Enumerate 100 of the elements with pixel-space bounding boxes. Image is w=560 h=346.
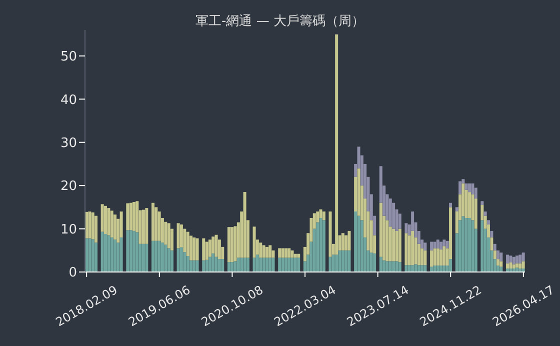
bar (471, 220, 474, 272)
bar (373, 253, 376, 272)
bar (205, 260, 208, 272)
bar (516, 256, 519, 264)
bar (256, 254, 259, 272)
bar (234, 226, 237, 262)
bar (386, 261, 389, 272)
bar (512, 256, 516, 264)
bar (196, 260, 199, 272)
bar (91, 239, 94, 272)
bar (290, 258, 294, 272)
bar (189, 236, 192, 260)
bar (230, 227, 234, 262)
bar (230, 262, 234, 272)
bar (164, 244, 168, 272)
bar (436, 248, 440, 266)
bar (132, 230, 136, 272)
bar (113, 240, 116, 272)
bar (408, 235, 411, 266)
y-tick-label: 50 (60, 50, 77, 65)
bar (446, 240, 449, 248)
bar (328, 256, 332, 272)
bar (518, 263, 522, 269)
bar (480, 220, 484, 272)
bar (164, 222, 168, 245)
bar (236, 258, 240, 272)
bar (420, 248, 424, 266)
bar (392, 202, 396, 229)
bar (288, 248, 291, 258)
bar (104, 206, 107, 234)
bar (120, 237, 123, 272)
bar (186, 256, 190, 272)
bar (88, 238, 92, 272)
bar (440, 242, 443, 250)
bar (436, 240, 440, 248)
bar (395, 230, 398, 262)
bar (145, 208, 148, 244)
bar (468, 183, 472, 192)
bar (509, 256, 512, 262)
bar (100, 204, 104, 232)
bar (88, 212, 92, 238)
bar (212, 253, 215, 272)
bar (265, 246, 268, 258)
bar (221, 259, 224, 272)
bar (100, 232, 104, 272)
y-tick-label: 10 (60, 222, 77, 238)
bar (227, 227, 230, 262)
bar (294, 258, 297, 272)
bar (284, 248, 288, 258)
bar (107, 208, 110, 236)
bar (110, 210, 114, 238)
bar (424, 242, 427, 250)
bar (262, 258, 266, 272)
bar (234, 261, 237, 272)
y-tick-label: 30 (60, 136, 77, 151)
bar (167, 248, 170, 272)
bar (319, 218, 322, 272)
bar (471, 183, 474, 194)
bar (322, 212, 326, 220)
bar (506, 254, 510, 264)
bar (176, 223, 180, 248)
bar (344, 250, 348, 272)
bar (132, 202, 136, 231)
bar (348, 230, 351, 250)
bar (290, 250, 294, 258)
bar (484, 212, 487, 216)
bar (522, 252, 525, 262)
bar (284, 258, 288, 272)
bar (404, 223, 408, 234)
bar (202, 260, 206, 272)
bar (357, 168, 360, 216)
bar (518, 254, 522, 264)
bar (268, 245, 272, 258)
bar (145, 244, 148, 272)
y-tick-label: 20 (60, 179, 77, 194)
bar (388, 261, 392, 272)
bar (370, 252, 373, 272)
bar (493, 244, 496, 250)
bar (196, 238, 199, 260)
bar (335, 34, 338, 255)
bar (522, 261, 525, 269)
y-tick-label: 0 (68, 266, 77, 281)
bar (341, 250, 344, 272)
bar (176, 248, 180, 272)
bar (142, 210, 145, 244)
bar (398, 262, 402, 272)
bar (392, 261, 396, 272)
bar (424, 265, 427, 272)
bar (110, 237, 114, 272)
bar (404, 233, 408, 266)
bar (192, 237, 196, 260)
bar (227, 262, 230, 272)
bar (205, 242, 208, 260)
bar (252, 258, 256, 272)
bar (490, 237, 494, 250)
bar (433, 248, 436, 266)
bar (154, 207, 158, 241)
bar (500, 261, 503, 267)
bar (430, 242, 434, 250)
bar (341, 233, 344, 250)
